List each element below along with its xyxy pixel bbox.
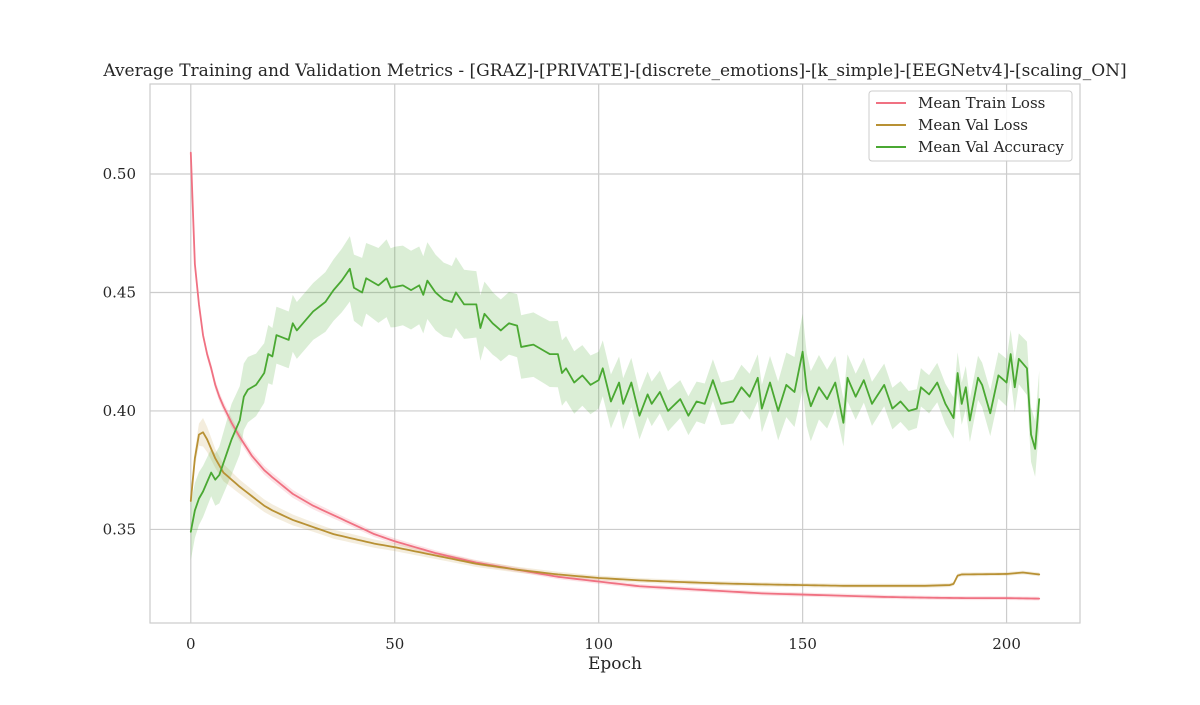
legend: Mean Train Loss Mean Val Loss Mean Val A… bbox=[868, 90, 1073, 162]
tick-labels: 0 50 100 150 200 0.35 0.40 0.45 0.50 bbox=[103, 165, 1021, 653]
mean-val-loss-band bbox=[190, 418, 1040, 588]
mean-val-loss-line bbox=[189, 431, 1041, 587]
legend-label-train-loss: Mean Train Loss bbox=[918, 94, 1045, 112]
x-tick-label: 200 bbox=[992, 635, 1021, 653]
grid-lines bbox=[150, 84, 1080, 623]
plot-area-frame bbox=[149, 83, 1081, 624]
legend-label-val-accuracy: Mean Val Accuracy bbox=[918, 138, 1064, 156]
mean-val-accuracy-line bbox=[189, 267, 1041, 533]
x-tick-label: 150 bbox=[788, 635, 817, 653]
x-tick-label: 0 bbox=[186, 635, 196, 653]
series-lines bbox=[189, 151, 1041, 600]
y-tick-label: 0.45 bbox=[103, 283, 136, 301]
x-tick-label: 50 bbox=[385, 635, 404, 653]
y-tick-label: 0.40 bbox=[103, 402, 136, 420]
legend-box bbox=[868, 90, 1073, 162]
legend-label-val-loss: Mean Val Loss bbox=[918, 116, 1028, 134]
confidence-bands bbox=[190, 150, 1040, 601]
y-tick-label: 0.50 bbox=[103, 165, 136, 183]
mean-val-accuracy-band bbox=[190, 236, 1040, 561]
chart-title: Average Training and Validation Metrics … bbox=[102, 61, 1126, 81]
y-tick-label: 0.35 bbox=[103, 520, 136, 538]
mean-train-loss-line bbox=[189, 151, 1041, 600]
x-axis-label: Epoch bbox=[588, 654, 642, 674]
x-tick-label: 100 bbox=[584, 635, 613, 653]
